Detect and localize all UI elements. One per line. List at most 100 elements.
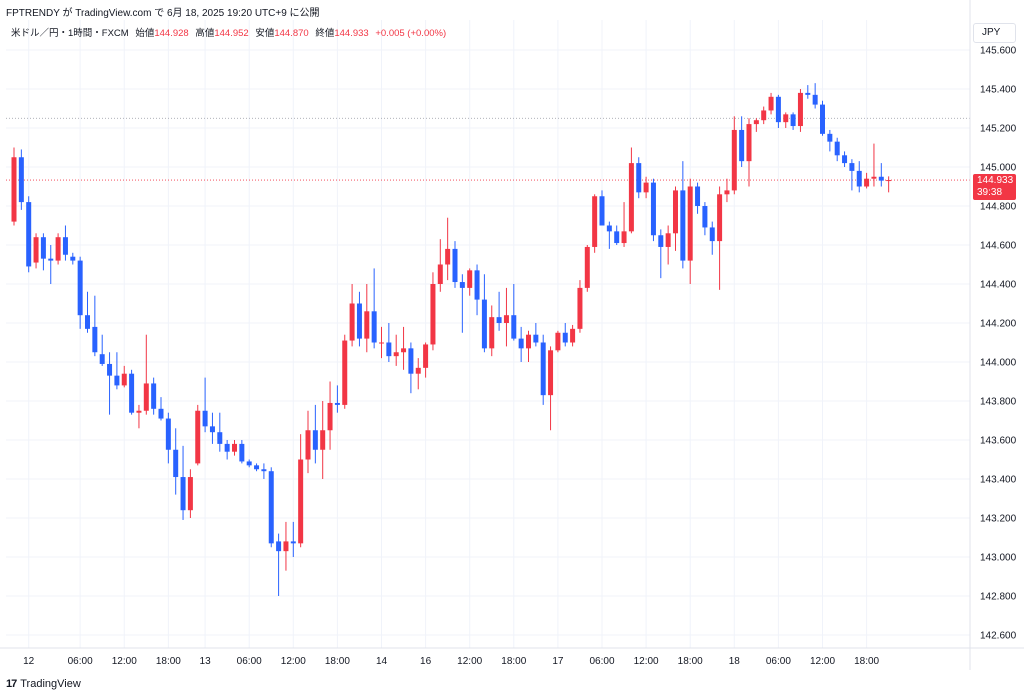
candle[interactable]: [775, 94, 781, 128]
candle[interactable]: [496, 291, 502, 331]
symbol-label[interactable]: 米ドル／円・1時間・FXCM: [11, 28, 129, 39]
candle[interactable]: [805, 85, 811, 99]
candle[interactable]: [481, 274, 487, 353]
candle[interactable]: [92, 295, 98, 357]
candle[interactable]: [606, 221, 612, 249]
candle[interactable]: [195, 404, 201, 466]
candle[interactable]: [503, 287, 509, 347]
candle[interactable]: [621, 202, 627, 247]
candle[interactable]: [526, 330, 531, 362]
candle[interactable]: [650, 178, 656, 242]
candle[interactable]: [695, 182, 701, 214]
candle[interactable]: [717, 186, 723, 290]
currency-selector[interactable]: JPY: [973, 23, 1016, 43]
candle[interactable]: [224, 440, 230, 460]
candle[interactable]: [151, 377, 157, 415]
candle[interactable]: [276, 533, 282, 596]
candle[interactable]: [636, 157, 642, 199]
candle[interactable]: [364, 284, 370, 353]
candle[interactable]: [746, 118, 752, 187]
candle[interactable]: [739, 116, 745, 167]
candle[interactable]: [467, 268, 473, 296]
candle[interactable]: [70, 252, 76, 265]
candle[interactable]: [165, 412, 171, 464]
candle[interactable]: [202, 377, 208, 433]
candle[interactable]: [77, 256, 83, 329]
candle[interactable]: [548, 346, 554, 431]
candle[interactable]: [570, 324, 576, 347]
candle[interactable]: [327, 381, 333, 450]
candle[interactable]: [334, 385, 340, 413]
candle[interactable]: [768, 92, 774, 115]
candle[interactable]: [349, 284, 355, 347]
candle[interactable]: [827, 129, 833, 152]
candle[interactable]: [577, 280, 583, 333]
candle[interactable]: [849, 159, 855, 191]
candle[interactable]: [430, 272, 436, 351]
candle[interactable]: [393, 334, 399, 366]
candle[interactable]: [680, 161, 686, 269]
candle[interactable]: [356, 291, 362, 347]
candle[interactable]: [62, 225, 68, 261]
price-axis[interactable]: 145.600 145.400 145.200 145.000 144.800 144.6…: [969, 0, 1017, 670]
candle[interactable]: [26, 196, 32, 273]
candle[interactable]: [540, 334, 546, 405]
candle[interactable]: [320, 401, 326, 479]
candle[interactable]: [99, 334, 105, 366]
candle[interactable]: [239, 440, 245, 464]
candle[interactable]: [584, 245, 590, 292]
candle[interactable]: [180, 445, 186, 520]
candle[interactable]: [702, 202, 708, 236]
candle[interactable]: [731, 116, 737, 195]
candle[interactable]: [489, 305, 495, 357]
candle[interactable]: [820, 100, 825, 136]
candle[interactable]: [121, 365, 127, 388]
candle[interactable]: [408, 342, 414, 394]
candle[interactable]: [386, 323, 392, 362]
candle[interactable]: [158, 397, 164, 421]
candle[interactable]: [599, 190, 605, 226]
candle[interactable]: [217, 412, 223, 452]
candle[interactable]: [452, 241, 458, 288]
candle[interactable]: [673, 186, 678, 251]
candle[interactable]: [342, 334, 348, 409]
candle[interactable]: [107, 352, 113, 415]
candle[interactable]: [592, 194, 598, 253]
candle[interactable]: [628, 147, 634, 234]
candle[interactable]: [687, 178, 693, 284]
candle[interactable]: [761, 106, 767, 125]
candle[interactable]: [254, 463, 260, 472]
candle[interactable]: [797, 89, 803, 132]
candle[interactable]: [290, 521, 296, 557]
candle[interactable]: [437, 239, 443, 292]
candles[interactable]: [11, 83, 892, 596]
candle[interactable]: [864, 172, 870, 189]
candle[interactable]: [261, 463, 267, 479]
candle[interactable]: [33, 233, 39, 269]
candle[interactable]: [658, 229, 664, 279]
candle[interactable]: [533, 323, 539, 347]
candle[interactable]: [511, 284, 517, 341]
candle[interactable]: [790, 112, 796, 130]
candle[interactable]: [474, 264, 480, 316]
candle[interactable]: [856, 161, 862, 193]
candle[interactable]: [85, 291, 90, 333]
candle[interactable]: [232, 440, 237, 456]
candle[interactable]: [268, 467, 274, 548]
candle[interactable]: [401, 326, 407, 370]
candle[interactable]: [143, 334, 149, 415]
candle[interactable]: [518, 326, 524, 362]
candle[interactable]: [753, 118, 759, 132]
candle[interactable]: [305, 410, 311, 474]
candle[interactable]: [724, 178, 730, 203]
candle[interactable]: [129, 369, 135, 415]
candle[interactable]: [834, 137, 840, 162]
candle[interactable]: [415, 358, 421, 390]
candle[interactable]: [173, 428, 179, 495]
candle[interactable]: [312, 404, 318, 464]
candle[interactable]: [812, 83, 818, 109]
candle[interactable]: [555, 330, 561, 353]
candle[interactable]: [614, 225, 620, 246]
